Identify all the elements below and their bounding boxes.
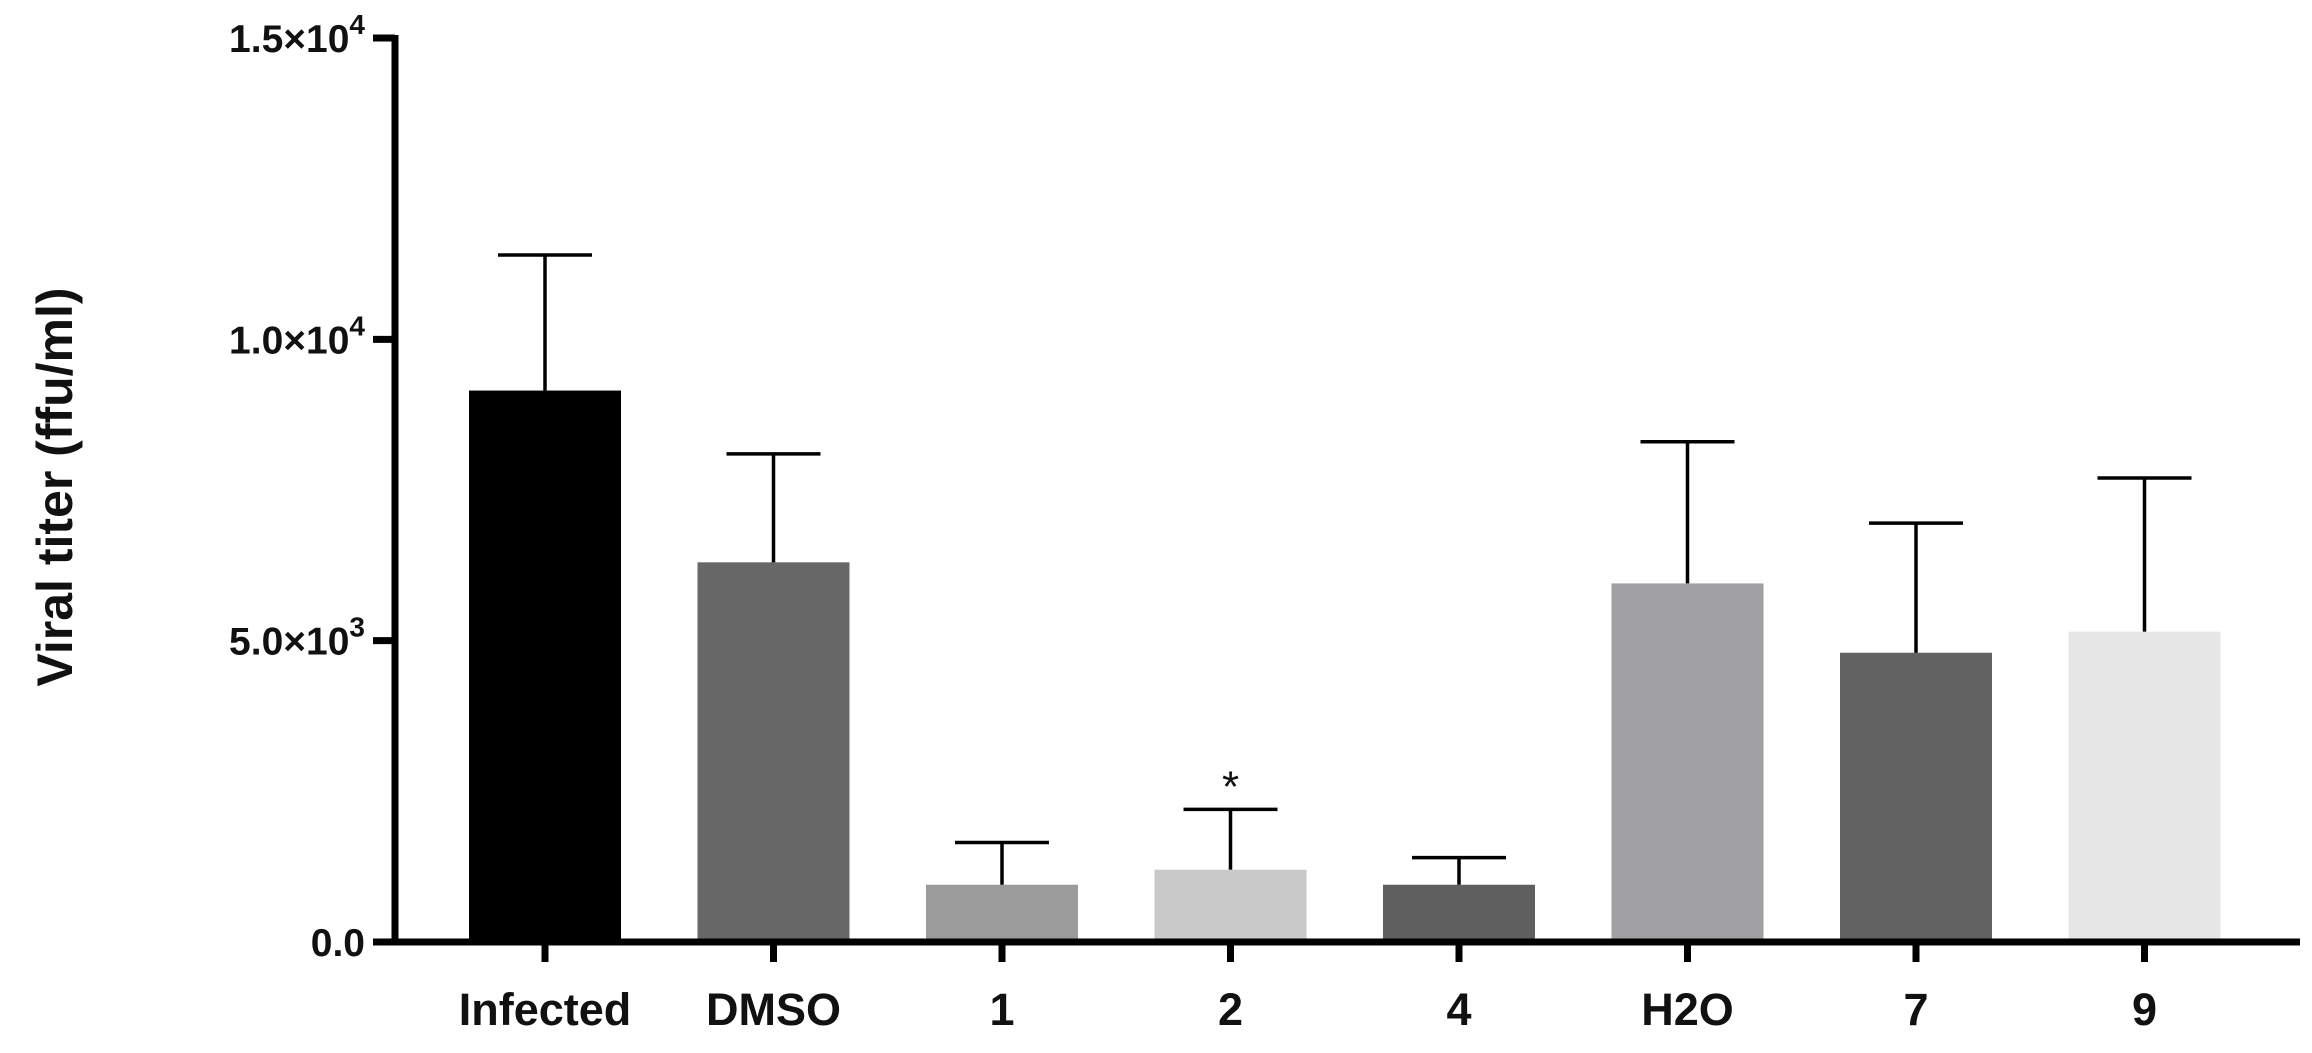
bar-7: [1840, 652, 1992, 942]
bar-2: [1154, 869, 1307, 942]
bar-h2o: [1611, 583, 1764, 942]
x-tick-label-h2o: H2O: [1641, 984, 1734, 1035]
y-tick-label: 1.5×104: [229, 9, 365, 61]
bar-4: [1383, 884, 1535, 942]
x-tick-label-9: 9: [2132, 984, 2157, 1035]
y-tick-label: 0.0: [311, 922, 365, 965]
bar-9: [2068, 631, 2221, 942]
bar-infected: [469, 390, 621, 942]
x-tick-label-7: 7: [1903, 984, 1928, 1035]
significance-marker: *: [1222, 762, 1239, 811]
x-tick-label-1: 1: [989, 984, 1014, 1035]
x-tick-label-infected: Infected: [459, 984, 632, 1035]
y-axis-title: Viral titer (ffu/ml): [27, 287, 83, 686]
x-tick-label-dmso: DMSO: [706, 984, 841, 1035]
y-tick-label: 5.0×103: [229, 612, 365, 664]
y-tick-label: 1.0×104: [229, 310, 365, 362]
bar-1: [926, 884, 1078, 942]
x-tick-label-2: 2: [1218, 984, 1243, 1035]
x-tick-label-4: 4: [1446, 984, 1471, 1035]
bar-dmso: [697, 562, 850, 942]
